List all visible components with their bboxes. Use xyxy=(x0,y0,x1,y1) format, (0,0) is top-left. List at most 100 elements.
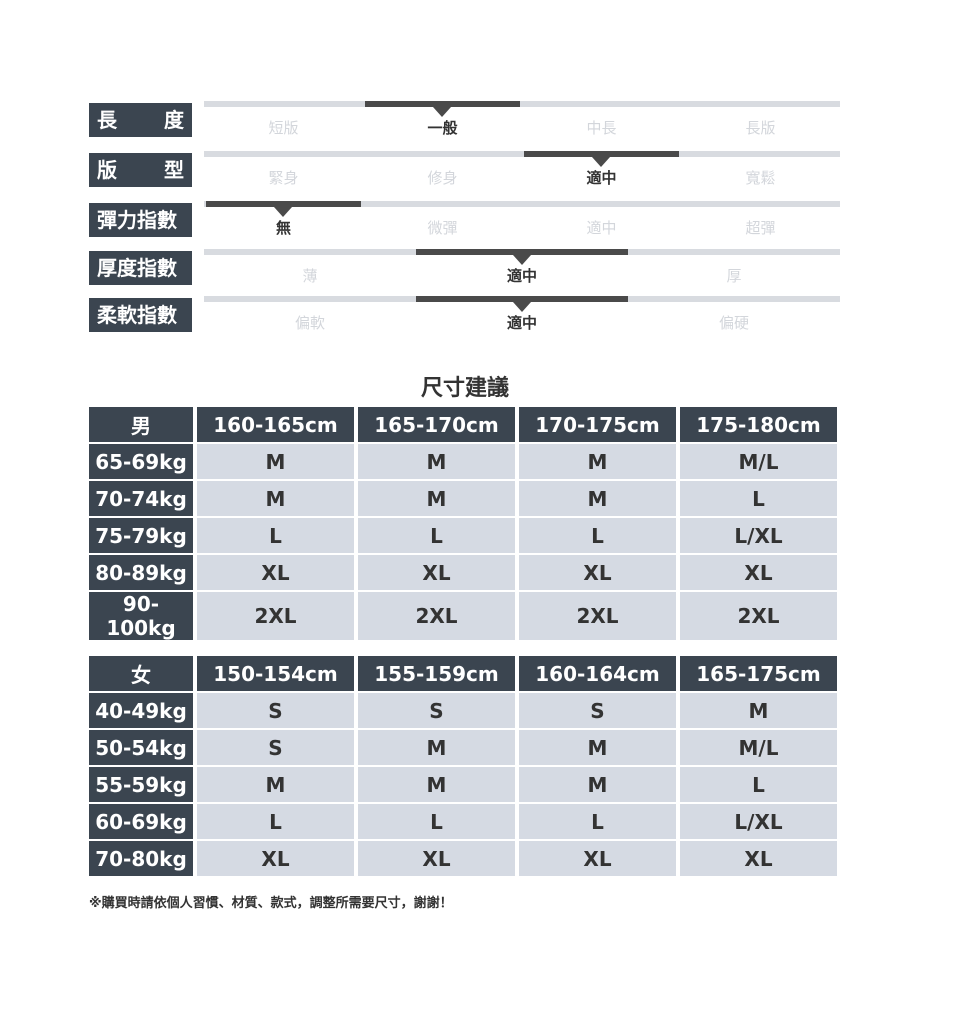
scale-option: 中長 xyxy=(586,119,617,137)
scale-option: 偏軟 xyxy=(294,314,326,332)
size-cell: L/XL xyxy=(680,804,837,839)
height-header: 160-164cm xyxy=(519,656,676,691)
attribute-row: 版型緊身 修身 適中 寬鬆 xyxy=(89,151,840,187)
attribute-row: 彈力指數 無 微彈 適中 超彈 xyxy=(89,201,840,237)
size-cell: XL xyxy=(680,555,837,590)
weight-label: 70-74kg xyxy=(89,481,193,516)
table-row: 80-89kg XL XL XL XL xyxy=(89,555,837,590)
weight-label: 65-69kg xyxy=(89,444,193,479)
attribute-label: 版型 xyxy=(89,153,192,187)
size-cell: M/L xyxy=(680,730,837,765)
table-row: 90-100kg 2XL 2XL 2XL 2XL xyxy=(89,592,837,640)
weight-label: 55-59kg xyxy=(89,767,193,802)
scale-option: 薄 xyxy=(302,267,318,285)
scale-option: 修身 xyxy=(427,169,458,187)
table-row: 70-74kg M M M L xyxy=(89,481,837,516)
scale-option: 無 xyxy=(275,219,292,237)
size-cell: L xyxy=(519,804,676,839)
attribute-label-text: 型 xyxy=(164,158,184,182)
size-cell: L xyxy=(197,518,354,553)
size-cell: M xyxy=(519,481,676,516)
attribute-row: 柔軟指數 偏軟 適中 偏硬 xyxy=(89,296,840,332)
height-header: 170-175cm xyxy=(519,407,676,442)
scale-option: 適中 xyxy=(506,267,538,285)
size-cell: M xyxy=(519,730,676,765)
attribute-label-text: 版 xyxy=(97,158,117,182)
size-cell: S xyxy=(358,693,515,728)
attribute-label-text: 度 xyxy=(164,108,184,132)
scale-selected-marker xyxy=(524,151,679,167)
table-row: 40-49kg S S S M xyxy=(89,693,837,728)
scale-option: 適中 xyxy=(586,219,617,237)
size-cell: S xyxy=(197,693,354,728)
gender-header: 男 xyxy=(89,407,193,442)
height-header: 165-175cm xyxy=(680,656,837,691)
attribute-label: 長度 xyxy=(89,103,192,137)
table-row: 50-54kg S M M M/L xyxy=(89,730,837,765)
height-header: 165-170cm xyxy=(358,407,515,442)
scale-option: 寬鬆 xyxy=(745,169,776,187)
scale-selected-marker xyxy=(416,249,628,265)
size-cell: M xyxy=(680,693,837,728)
scale-option: 偏硬 xyxy=(718,314,750,332)
size-cell: L/XL xyxy=(680,518,837,553)
height-header: 160-165cm xyxy=(197,407,354,442)
weight-label: 60-69kg xyxy=(89,804,193,839)
weight-label: 90-100kg xyxy=(89,592,193,640)
scale-track xyxy=(204,296,840,312)
gender-header: 女 xyxy=(89,656,193,691)
height-header: 175-180cm xyxy=(680,407,837,442)
size-cell: 2XL xyxy=(358,592,515,640)
attribute-row: 長度短版 一般 中長 長版 xyxy=(89,101,840,137)
size-cell: M/L xyxy=(680,444,837,479)
scale-track xyxy=(204,249,840,265)
men-size-table: 男 160-165cm 165-170cm 170-175cm 175-180cm 65-… xyxy=(85,405,841,642)
size-cell: XL xyxy=(358,841,515,876)
scale-option: 微彈 xyxy=(427,219,458,237)
size-cell: 2XL xyxy=(197,592,354,640)
size-cell: M xyxy=(358,481,515,516)
size-cell: XL xyxy=(197,555,354,590)
size-cell: 2XL xyxy=(519,592,676,640)
attribute-label-text: 長 xyxy=(97,108,117,132)
scale-selected-marker xyxy=(416,296,628,312)
scale-option: 適中 xyxy=(506,314,538,332)
scale-option: 超彈 xyxy=(745,219,776,237)
size-cell: M xyxy=(197,444,354,479)
scale-track xyxy=(204,201,840,217)
height-header: 150-154cm xyxy=(197,656,354,691)
table-row: 60-69kg L L L L/XL xyxy=(89,804,837,839)
size-cell: M xyxy=(197,767,354,802)
scale-option: 短版 xyxy=(268,119,299,137)
scale-track xyxy=(204,101,840,117)
attribute-row: 厚度指數 薄 適中 厚 xyxy=(89,249,840,285)
attribute-label-text: 柔軟指數 xyxy=(97,303,177,327)
table-row: 75-79kg L L L L/XL xyxy=(89,518,837,553)
size-cell: 2XL xyxy=(680,592,837,640)
scale-option: 厚 xyxy=(726,267,742,285)
size-cell: L xyxy=(519,518,676,553)
women-size-table: 女 150-154cm 155-159cm 160-164cm 165-175cm 40-… xyxy=(85,654,841,878)
attribute-label: 彈力指數 xyxy=(89,203,192,237)
size-cell: M xyxy=(358,767,515,802)
size-cell: XL xyxy=(519,841,676,876)
size-cell: XL xyxy=(519,555,676,590)
header-row: 男 160-165cm 165-170cm 170-175cm 175-180cm xyxy=(89,407,837,442)
scale-selected-marker xyxy=(206,201,361,217)
attribute-label-text: 彈力指數 xyxy=(97,208,177,232)
weight-label: 40-49kg xyxy=(89,693,193,728)
size-cell: S xyxy=(197,730,354,765)
scale-track xyxy=(204,151,840,167)
scale-option: 適中 xyxy=(586,169,617,187)
size-cell: M xyxy=(358,730,515,765)
scale-option: 緊身 xyxy=(268,169,299,187)
table-row: 65-69kg M M M M/L xyxy=(89,444,837,479)
size-cell: S xyxy=(519,693,676,728)
table-row: 55-59kg M M M L xyxy=(89,767,837,802)
header-row: 女 150-154cm 155-159cm 160-164cm 165-175cm xyxy=(89,656,837,691)
size-cell: L xyxy=(197,804,354,839)
weight-label: 75-79kg xyxy=(89,518,193,553)
weight-label: 80-89kg xyxy=(89,555,193,590)
size-cell: L xyxy=(358,518,515,553)
